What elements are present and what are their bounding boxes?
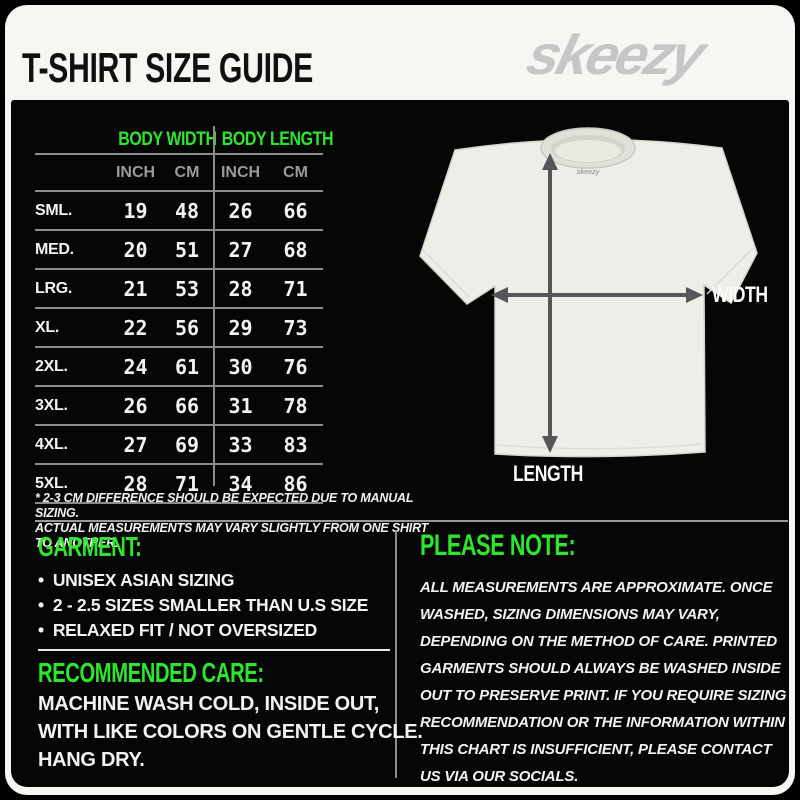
measurement-value: 71: [283, 276, 308, 301]
care-heading: RECOMMENDED CARE:: [38, 657, 352, 689]
care-instructions: MACHINE WASH COLD, INSIDE OUT, WITH LIKE…: [38, 693, 423, 771]
measurement-value: 69: [174, 432, 200, 457]
size-label: 2XL.: [35, 357, 68, 375]
size-label: XL.: [35, 318, 59, 336]
size-label: MED.: [35, 240, 74, 258]
measurement-value: 71: [174, 471, 200, 496]
table-row: 4XL. 27 69 33 83: [35, 426, 323, 465]
care-heading-text: RECOMMENDED CARE:: [38, 657, 264, 688]
cm-header: CM: [283, 163, 308, 181]
brand-logo: skeezy: [450, 14, 780, 94]
page-title-text: T-SHIRT SIZE GUIDE: [22, 44, 313, 91]
table-column-divider: [213, 126, 215, 486]
measurement-value: 26: [228, 198, 253, 223]
measurement-value: 51: [174, 237, 200, 262]
size-label: 5XL.: [35, 474, 68, 492]
body-length-header: BODY LENGTH: [221, 128, 334, 150]
tshirt-diagram: skeezy: [419, 127, 758, 458]
page-title: T-SHIRT SIZE GUIDE: [22, 44, 426, 92]
size-label: 4XL.: [35, 435, 68, 453]
measurement-value: 19: [123, 198, 148, 223]
section-divider-vertical: [395, 530, 397, 778]
body-width-header: BODY WIDTH: [118, 128, 217, 150]
table-row: MED. 20 51 27 68: [35, 231, 323, 270]
list-item: RELAXED FIT / NOT OVERSIZED: [38, 618, 390, 643]
measurement-value: 26: [123, 393, 148, 418]
cm-header: CM: [174, 163, 200, 181]
measurement-value: 78: [283, 393, 308, 418]
table-row: 3XL. 26 66 31 78: [35, 387, 323, 426]
measurement-value: 30: [228, 354, 253, 379]
size-table: BODY WIDTH BODY LENGTH INCH CM INCH CM S…: [35, 126, 334, 504]
measurement-value: 27: [123, 432, 148, 457]
measurement-value: 61: [174, 354, 200, 379]
garment-heading: GARMENT:: [38, 531, 182, 563]
brand-logo-text: skeezy: [520, 22, 710, 86]
sizing-footnote: * 2-3 CM DIFFERENCE SHOULD BE EXPECTED D…: [35, 491, 429, 550]
table-row: 2XL. 24 61 30 76: [35, 348, 323, 387]
measurement-value: 76: [283, 354, 308, 379]
neck-label: skeezy: [577, 169, 601, 176]
measurement-value: 24: [123, 354, 148, 379]
list-item: 2 - 2.5 SIZES SMALLER THAN U.S SIZE: [38, 593, 390, 618]
measurement-value: 20: [123, 237, 148, 262]
garment-care-divider: [38, 649, 390, 651]
measurement-value: 28: [123, 471, 148, 496]
measurement-value: 66: [174, 393, 200, 418]
measurement-value: 33: [228, 432, 253, 457]
measurement-value: 28: [228, 276, 253, 301]
measurement-value: 66: [283, 198, 308, 223]
measurement-value: 68: [283, 237, 308, 262]
garment-bullet-list: UNISEX ASIAN SIZING 2 - 2.5 SIZES SMALLE…: [38, 568, 390, 643]
measurement-value: 22: [123, 315, 148, 340]
measurement-value: 27: [228, 237, 253, 262]
size-label: 3XL.: [35, 396, 68, 414]
section-divider-horizontal: [35, 520, 788, 522]
table-row: LRG. 21 53 28 71: [35, 270, 323, 309]
measurement-value: 86: [283, 471, 308, 496]
garment-heading-text: GARMENT:: [38, 531, 142, 562]
measurement-value: 21: [123, 276, 148, 301]
measurement-value: 34: [228, 471, 253, 496]
measurement-value: 56: [174, 315, 200, 340]
size-label: LRG.: [35, 279, 73, 297]
size-table-sub-header: INCH CM INCH CM: [35, 155, 323, 192]
measurement-value: 29: [228, 315, 253, 340]
note-paragraph: ALL MEASUREMENTS ARE APPROXIMATE. ONCE W…: [420, 579, 787, 785]
measurement-value: 83: [283, 432, 308, 457]
size-label: SML.: [35, 201, 73, 219]
measurement-value: 31: [228, 393, 253, 418]
width-label: WIDTH: [712, 282, 782, 308]
width-label-text: WIDTH: [712, 282, 768, 307]
measurement-arrows: [491, 153, 703, 453]
inch-header: INCH: [220, 163, 261, 181]
length-label: LENGTH: [513, 461, 600, 487]
table-row: 5XL. 28 71 34 86: [35, 465, 323, 504]
length-label-text: LENGTH: [513, 461, 583, 486]
note-heading: PLEASE NOTE:: [420, 529, 636, 563]
note-heading-text: PLEASE NOTE:: [420, 529, 576, 562]
measurement-value: 73: [283, 315, 308, 340]
measurement-value: 48: [174, 198, 200, 223]
measurement-value: 53: [174, 276, 200, 301]
list-item: UNISEX ASIAN SIZING: [38, 568, 390, 593]
table-row: SML. 19 48 26 66: [35, 192, 323, 231]
inch-header: INCH: [115, 163, 156, 181]
size-table-rows: SML. 19 48 26 66 MED. 20 51 27 68 LRG. 21 53 28 71 XL. 2…: [35, 192, 323, 504]
table-row: XL. 22 56 29 73: [35, 309, 323, 348]
tshirt-shape: [419, 138, 758, 458]
size-table-group-header: BODY WIDTH BODY LENGTH: [35, 126, 334, 155]
